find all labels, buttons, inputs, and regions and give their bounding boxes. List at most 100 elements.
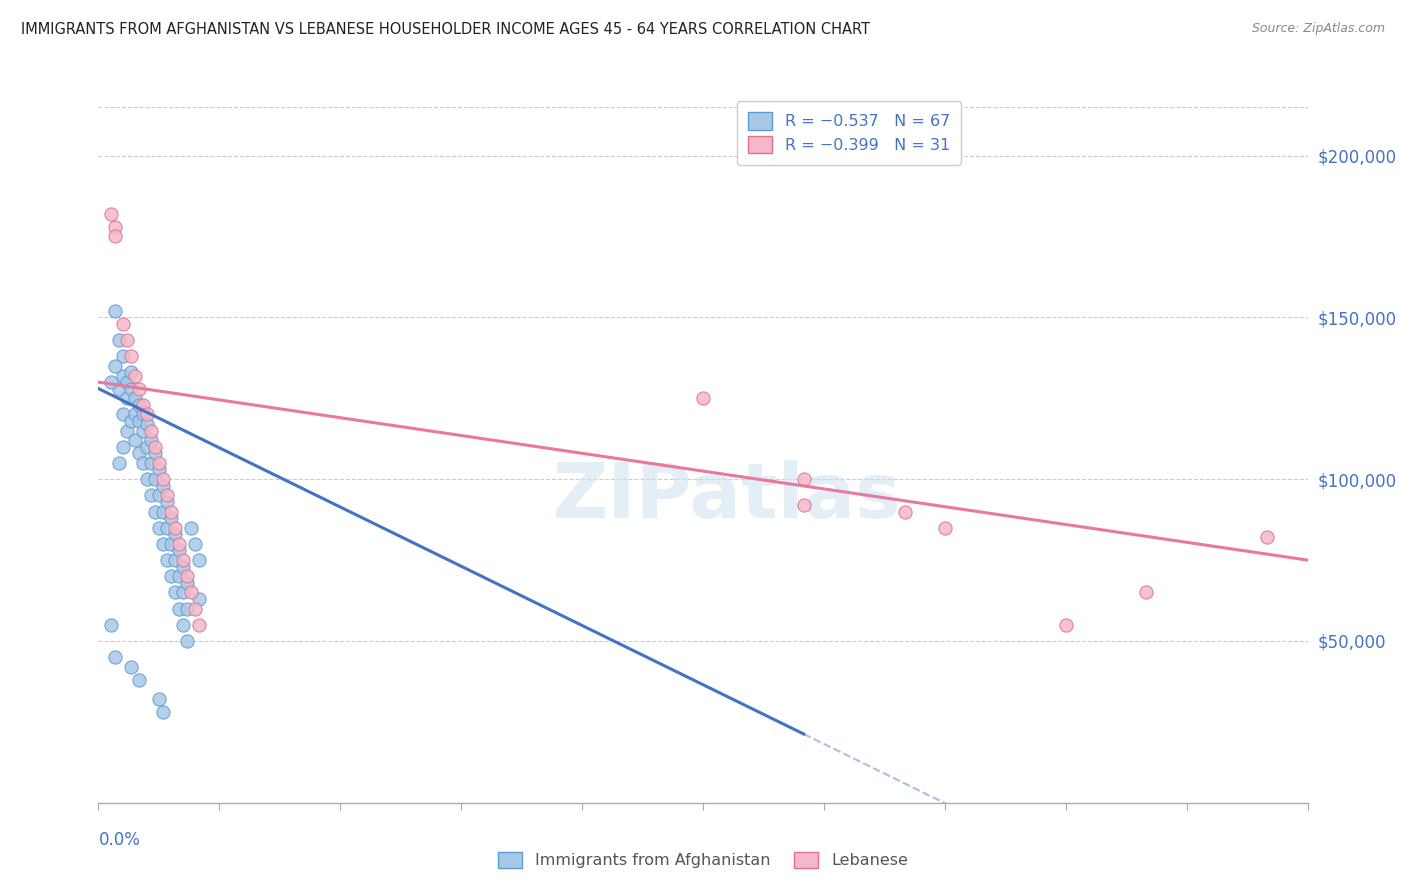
Point — [115, 424, 138, 438]
Point — [139, 456, 162, 470]
Point — [176, 634, 198, 648]
Point — [180, 521, 202, 535]
Point — [120, 382, 142, 396]
Point — [148, 462, 170, 476]
Point — [115, 375, 138, 389]
Point — [1256, 531, 1278, 545]
Point — [188, 553, 211, 567]
Point — [120, 414, 142, 428]
Legend: Immigrants from Afghanistan, Lebanese: Immigrants from Afghanistan, Lebanese — [492, 846, 914, 875]
Point — [156, 488, 179, 502]
Point — [188, 617, 211, 632]
Point — [115, 333, 138, 347]
Point — [172, 559, 194, 574]
Point — [135, 417, 157, 432]
Point — [167, 601, 190, 615]
Point — [107, 456, 129, 470]
Point — [152, 705, 174, 719]
Point — [139, 434, 162, 448]
Point — [172, 585, 194, 599]
Point — [176, 601, 198, 615]
Point — [135, 408, 157, 422]
Point — [184, 537, 207, 551]
Text: ZIPatlas: ZIPatlas — [553, 459, 901, 533]
Point — [692, 392, 714, 406]
Point — [111, 440, 134, 454]
Point — [176, 575, 198, 590]
Point — [148, 488, 170, 502]
Point — [103, 229, 125, 244]
Point — [180, 585, 202, 599]
Point — [188, 591, 211, 606]
Point — [163, 521, 186, 535]
Point — [103, 359, 125, 373]
Point — [124, 408, 146, 422]
Point — [100, 375, 122, 389]
Point — [107, 382, 129, 396]
Point — [1054, 617, 1077, 632]
Point — [115, 392, 138, 406]
Point — [152, 478, 174, 492]
Point — [167, 537, 190, 551]
Point — [152, 472, 174, 486]
Point — [135, 440, 157, 454]
Point — [107, 333, 129, 347]
Point — [893, 504, 915, 518]
Point — [167, 569, 190, 583]
Point — [139, 424, 162, 438]
Point — [120, 660, 142, 674]
Point — [100, 207, 122, 221]
Text: 0.0%: 0.0% — [98, 830, 141, 848]
Point — [124, 392, 146, 406]
Point — [143, 504, 166, 518]
Point — [103, 650, 125, 665]
Point — [103, 219, 125, 234]
Text: IMMIGRANTS FROM AFGHANISTAN VS LEBANESE HOUSEHOLDER INCOME AGES 45 - 64 YEARS CO: IMMIGRANTS FROM AFGHANISTAN VS LEBANESE … — [21, 22, 870, 37]
Point — [1135, 585, 1157, 599]
Point — [163, 553, 186, 567]
Point — [172, 553, 194, 567]
Point — [793, 472, 815, 486]
Point — [934, 521, 956, 535]
Point — [128, 414, 150, 428]
Point — [160, 511, 183, 525]
Point — [184, 601, 207, 615]
Point — [124, 368, 146, 383]
Point — [132, 408, 155, 422]
Point — [135, 472, 157, 486]
Point — [111, 368, 134, 383]
Point — [148, 456, 170, 470]
Point — [103, 304, 125, 318]
Point — [148, 521, 170, 535]
Point — [143, 440, 166, 454]
Point — [163, 585, 186, 599]
Point — [132, 398, 155, 412]
Point — [111, 317, 134, 331]
Point — [100, 617, 122, 632]
Point — [152, 537, 174, 551]
Point — [128, 382, 150, 396]
Point — [143, 472, 166, 486]
Point — [148, 692, 170, 706]
Point — [156, 495, 179, 509]
Point — [111, 349, 134, 363]
Point — [160, 537, 183, 551]
Point — [143, 446, 166, 460]
Point — [132, 424, 155, 438]
Point — [156, 521, 179, 535]
Point — [128, 673, 150, 687]
Point — [172, 617, 194, 632]
Point — [176, 569, 198, 583]
Point — [160, 504, 183, 518]
Point — [152, 504, 174, 518]
Point — [160, 569, 183, 583]
Point — [793, 498, 815, 512]
Point — [128, 398, 150, 412]
Y-axis label: Householder Income Ages 45 - 64 years: Householder Income Ages 45 - 64 years — [0, 301, 7, 608]
Point — [120, 349, 142, 363]
Point — [132, 456, 155, 470]
Point — [167, 543, 190, 558]
Point — [111, 408, 134, 422]
Point — [128, 446, 150, 460]
Point — [120, 365, 142, 379]
